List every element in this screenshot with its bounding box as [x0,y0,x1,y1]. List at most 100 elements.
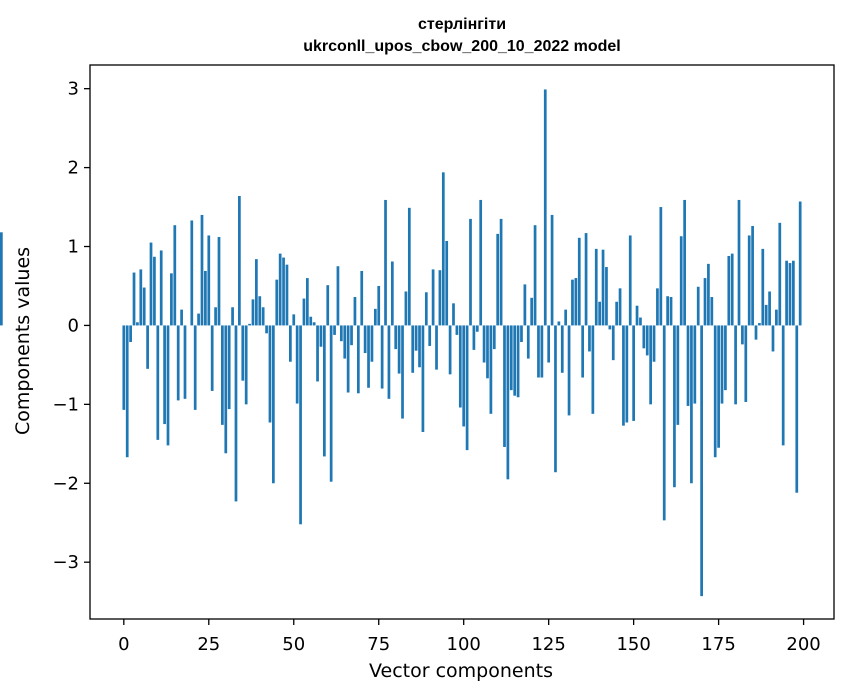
bar [533,225,537,326]
plot-frame [89,64,835,620]
bar [632,325,635,421]
bar [132,272,136,326]
bar [261,307,265,326]
bar [656,288,659,326]
bar [455,325,459,335]
bar [635,305,639,326]
bar [540,325,544,378]
bar [407,207,411,326]
x-tick-label: 100 [447,634,481,655]
bar [730,253,734,326]
bar [309,316,313,326]
bar [268,325,272,423]
bar [322,325,326,457]
bar [615,301,619,326]
bar [710,297,714,326]
bar [798,201,802,326]
bar [193,325,197,410]
bar [472,325,476,350]
bar [431,269,435,326]
bar [265,325,268,334]
bar [302,298,306,326]
bar [384,199,387,326]
y-axis-ticks: −3 −2 −1 0 1 2 3 [52,79,90,573]
bar [207,235,211,326]
bar [333,325,336,335]
bar [166,325,170,446]
bar [571,279,574,326]
bar [448,325,452,375]
bar [278,253,282,326]
bar [516,325,520,398]
bar [363,325,367,354]
bar [523,284,527,326]
bar [190,220,194,326]
x-tick-label: 0 [118,634,129,655]
bar [221,325,224,425]
bar [336,266,340,326]
bar [418,325,421,368]
bar [669,297,673,326]
bar [125,325,129,458]
bar [244,325,248,405]
x-tick-label: 200 [786,634,820,655]
bar [707,263,710,326]
y-tick-label: 2 [68,158,79,179]
bar [438,270,442,326]
bar [601,249,605,326]
bar [506,325,510,480]
bar [356,325,360,394]
bar [210,325,214,391]
bar [764,304,768,326]
x-tick-label: 50 [282,634,305,655]
bar [441,172,445,326]
bar [411,325,415,373]
bar [231,307,234,326]
bar [676,325,680,425]
bar [153,256,156,326]
bar [792,260,795,326]
y-tick-label: −2 [52,473,79,494]
y-tick-label: 3 [68,79,79,100]
bar [489,325,493,414]
bar [339,325,343,342]
bar [499,218,503,326]
bar [513,325,517,396]
bar [329,325,333,482]
bar [574,278,578,326]
bar [775,309,778,326]
bar [577,237,581,326]
bar [404,291,408,326]
bar [537,325,540,378]
bar [720,325,724,404]
bar [156,325,160,440]
bar [370,325,374,362]
bar [492,325,496,350]
bar [526,325,530,359]
bar [496,233,500,326]
y-tick-label: 0 [68,315,79,336]
bar [475,325,479,332]
bar [584,233,588,326]
bar [673,325,676,488]
bar [224,325,228,454]
x-tick-label: 125 [531,634,565,655]
bar [679,236,683,326]
bar [214,307,217,326]
bar [285,264,289,326]
bar [645,325,649,356]
bar [360,270,364,326]
bar [625,325,629,423]
bar [272,325,275,484]
bar [696,286,700,326]
bar [642,325,646,349]
bar [204,270,207,326]
bar [550,214,554,326]
bar [377,285,381,326]
bar [758,323,761,326]
x-axis-label: Vector components [369,660,553,682]
bar [343,325,347,359]
bar [387,325,391,399]
bar [183,325,187,399]
